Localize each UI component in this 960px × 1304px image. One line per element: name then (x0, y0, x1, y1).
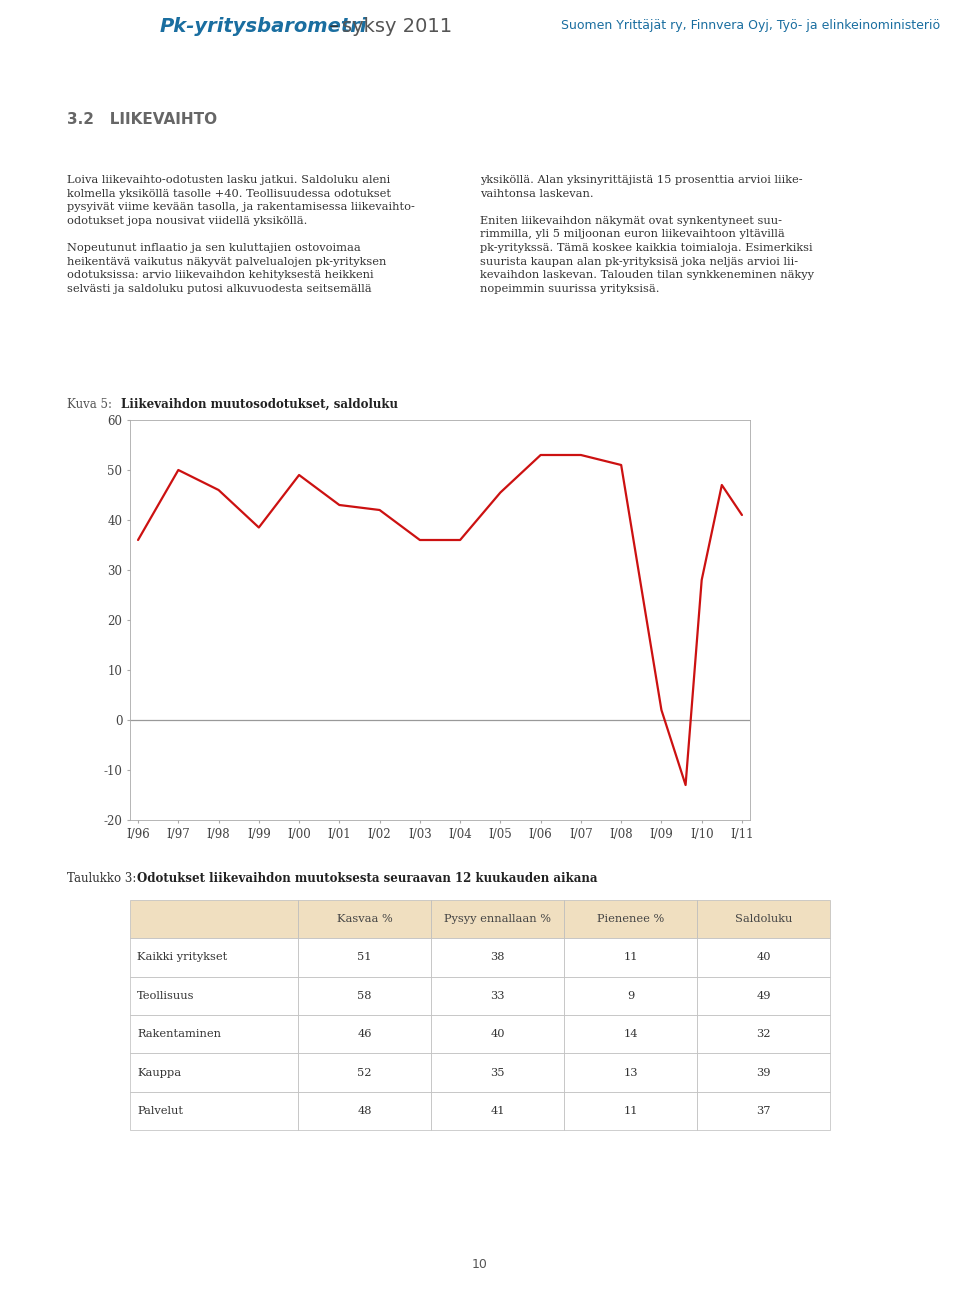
Text: 51: 51 (357, 952, 372, 962)
Text: Rakentaminen: Rakentaminen (137, 1029, 221, 1039)
Bar (298, 939, 431, 977)
Text: 46: 46 (357, 1029, 372, 1039)
Text: 37: 37 (756, 1106, 771, 1116)
Text: 33: 33 (491, 991, 505, 1001)
Bar (697, 939, 830, 977)
Text: 49: 49 (756, 991, 771, 1001)
Bar (298, 900, 431, 939)
Bar (130, 939, 298, 977)
Text: 3.2   LIIKEVAIHTO: 3.2 LIIKEVAIHTO (67, 112, 217, 128)
Bar (564, 977, 697, 1015)
Bar (697, 1015, 830, 1054)
Bar (130, 977, 298, 1015)
Text: Loiva liikevaihto-odotusten lasku jatkui. Saldoluku aleni
kolmella yksiköllä tas: Loiva liikevaihto-odotusten lasku jatkui… (67, 175, 415, 293)
Bar (130, 900, 298, 939)
Text: 35: 35 (491, 1068, 505, 1077)
Text: 11: 11 (623, 952, 637, 962)
Bar (130, 1054, 298, 1091)
Text: Kasvaa %: Kasvaa % (337, 914, 393, 925)
Bar (431, 939, 564, 977)
Bar (564, 1015, 697, 1054)
Text: 10: 10 (472, 1257, 488, 1270)
Bar (564, 900, 697, 939)
Text: syksy 2011: syksy 2011 (342, 17, 452, 35)
Text: 32: 32 (756, 1029, 771, 1039)
Bar (697, 1054, 830, 1091)
Text: 58: 58 (357, 991, 372, 1001)
Bar (564, 939, 697, 977)
Bar (130, 1015, 298, 1054)
Bar (130, 1091, 298, 1131)
Text: Pk-yritysbarometri: Pk-yritysbarometri (160, 17, 368, 35)
Bar (431, 1054, 564, 1091)
Text: –: – (323, 17, 346, 35)
Text: Kuva 5:: Kuva 5: (67, 398, 120, 411)
Bar (431, 1091, 564, 1131)
Text: 48: 48 (357, 1106, 372, 1116)
Text: 40: 40 (756, 952, 771, 962)
Text: Odotukset liikevaihdon muutoksesta seuraavan 12 kuukauden aikana: Odotukset liikevaihdon muutoksesta seura… (137, 872, 598, 885)
Text: 39: 39 (756, 1068, 771, 1077)
Bar (298, 1054, 431, 1091)
Text: Kauppa: Kauppa (137, 1068, 181, 1077)
Bar (431, 900, 564, 939)
Text: Saldoluku: Saldoluku (734, 914, 792, 925)
Text: Pienenee %: Pienenee % (597, 914, 664, 925)
Bar (564, 1054, 697, 1091)
Text: Suomen Yrittäjät ry, Finnvera Oyj, Työ- ja elinkeinoministeriö: Suomen Yrittäjät ry, Finnvera Oyj, Työ- … (561, 20, 940, 33)
Text: Teollisuus: Teollisuus (137, 991, 195, 1001)
Text: Kaikki yritykset: Kaikki yritykset (137, 952, 228, 962)
Bar (697, 900, 830, 939)
Bar (697, 1091, 830, 1131)
Text: Palvelut: Palvelut (137, 1106, 183, 1116)
Bar (298, 1091, 431, 1131)
Text: 9: 9 (627, 991, 635, 1001)
Text: 13: 13 (623, 1068, 637, 1077)
Text: 52: 52 (357, 1068, 372, 1077)
Text: Pysyy ennallaan %: Pysyy ennallaan % (444, 914, 551, 925)
Text: yksiköllä. Alan yksinyrittäjistä 15 prosenttia arvioi liike-
vaihtonsa laskevan.: yksiköllä. Alan yksinyrittäjistä 15 pros… (480, 175, 814, 293)
Text: 38: 38 (491, 952, 505, 962)
Bar (431, 1015, 564, 1054)
Text: 41: 41 (491, 1106, 505, 1116)
Bar (564, 1091, 697, 1131)
Text: 40: 40 (491, 1029, 505, 1039)
Text: 14: 14 (623, 1029, 637, 1039)
Bar (697, 977, 830, 1015)
Text: 11: 11 (623, 1106, 637, 1116)
Bar (298, 1015, 431, 1054)
Text: Taulukko 3:: Taulukko 3: (67, 872, 144, 885)
Bar (298, 977, 431, 1015)
Text: Liikevaihdon muutosodotukset, saldoluku: Liikevaihdon muutosodotukset, saldoluku (121, 398, 397, 411)
Bar (431, 977, 564, 1015)
